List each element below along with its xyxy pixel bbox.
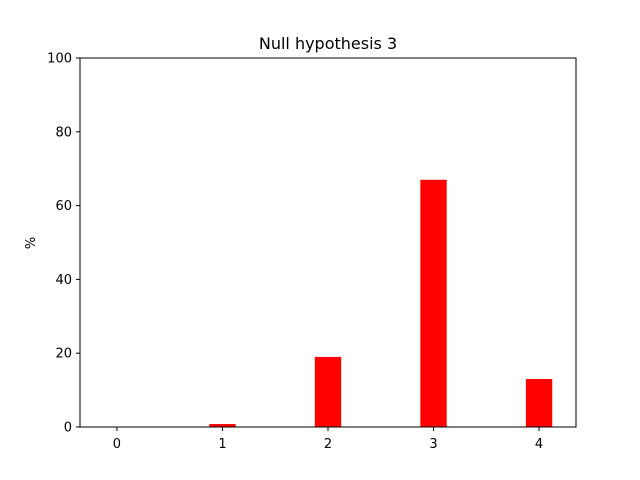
bar-1 <box>209 424 236 427</box>
y-tick-label: 60 <box>55 199 72 214</box>
y-axis-ticks: 0 20 40 60 80 100 <box>47 52 80 436</box>
x-tick-label: 0 <box>113 437 121 452</box>
y-tick-label: 40 <box>55 273 72 288</box>
bars-group <box>209 179 553 427</box>
x-tick-label: 1 <box>218 437 226 452</box>
y-tick-label: 100 <box>47 52 72 67</box>
bar-4 <box>525 379 553 427</box>
x-tick-label: 4 <box>535 437 543 452</box>
bar-3 <box>420 179 447 427</box>
x-tick-label: 3 <box>429 437 437 452</box>
bar-2 <box>314 356 342 427</box>
plot-frame <box>79 57 577 428</box>
x-axis-ticks: 0 1 2 3 4 <box>113 427 543 452</box>
y-tick-label: 20 <box>55 347 72 362</box>
x-tick-label: 2 <box>324 437 332 452</box>
chart-title: Null hypothesis 3 <box>259 34 397 53</box>
y-axis-label: % <box>24 237 39 249</box>
y-tick-label: 0 <box>64 421 72 436</box>
y-tick-label: 80 <box>55 125 72 140</box>
